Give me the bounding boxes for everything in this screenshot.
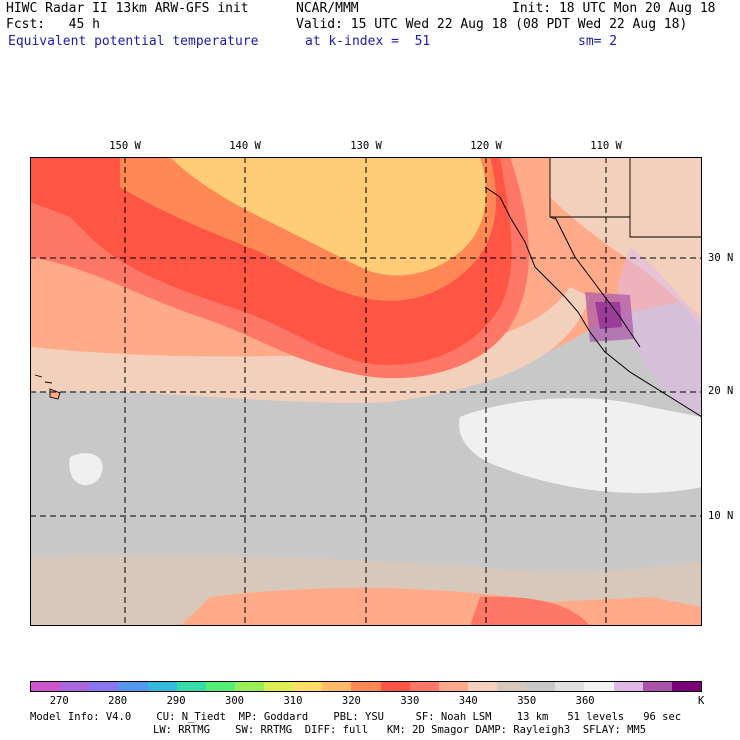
- field-red-south: [470, 596, 590, 626]
- colorbar-tick-label: 360: [575, 695, 595, 707]
- theta-e-map: [30, 157, 702, 626]
- colorbar-tick-label: 310: [283, 695, 303, 707]
- graticule: [30, 157, 702, 626]
- field-magenta-ring: [585, 292, 634, 342]
- lon-label-120w: 120 W: [470, 140, 502, 152]
- colorbar-tick-label: 320: [341, 695, 361, 707]
- field-white-patch-west: [69, 453, 103, 486]
- colorbar-tick-label: 330: [400, 695, 420, 707]
- colorbar-swatch: [205, 682, 235, 691]
- map-frame: [30, 157, 702, 626]
- lon-label-140w: 140 W: [229, 140, 261, 152]
- lon-label-150w: 150 W: [109, 140, 141, 152]
- colorbar-swatch: [118, 682, 148, 691]
- colorbar-swatch: [60, 682, 90, 691]
- colorbar-swatch: [467, 682, 497, 691]
- forecast-hour: Fcst: 45 h: [6, 17, 100, 32]
- state-borders: [549, 157, 702, 238]
- colorbar-tick-label: 280: [108, 695, 128, 707]
- colorbar-swatch: [409, 682, 439, 691]
- colorbar-swatch: [264, 682, 294, 691]
- lat-label-10n: 10 N: [708, 510, 734, 522]
- lon-label-130w: 130 W: [350, 140, 382, 152]
- colorbar-swatch: [671, 682, 701, 691]
- field-name: Equivalent potential temperature: [8, 34, 259, 49]
- physics-info-line: LW: RRTMG SW: RRTMG DIFF: full KM: 2D Sm…: [153, 724, 647, 736]
- colorbar-swatch: [89, 682, 119, 691]
- init-time: Init: 18 UTC Mon 20 Aug 18: [512, 1, 716, 16]
- hawaii-islands: [34, 374, 61, 400]
- colorbar-tick-label: 290: [166, 695, 186, 707]
- colorbar-swatch: [438, 682, 468, 691]
- field-tan-band: [30, 287, 590, 403]
- colorbar: [30, 681, 702, 692]
- lat-label-30n: 30 N: [708, 252, 734, 264]
- field-yellow-north: [170, 157, 486, 276]
- colorbar-swatch: [584, 682, 614, 691]
- field-white-patch: [459, 398, 702, 494]
- colorbar-swatch: [176, 682, 206, 691]
- level-index: at k-index = 51: [305, 34, 431, 49]
- organization: NCAR/MMM: [296, 1, 359, 16]
- colorbar-swatch: [322, 682, 352, 691]
- model-title: HIWC Radar II 13km ARW-GFS init: [6, 1, 249, 16]
- colorbar-swatch: [613, 682, 643, 691]
- colorbar-tick-label: 270: [49, 695, 69, 707]
- colorbar-units: K: [698, 695, 705, 707]
- colorbar-tick-label: 350: [517, 695, 537, 707]
- lon-label-110w: 110 W: [590, 140, 622, 152]
- colorbar-swatch: [642, 682, 672, 691]
- colorbar-swatch: [147, 682, 177, 691]
- colorbar-swatch: [380, 682, 410, 691]
- valid-time: Valid: 15 UTC Wed 22 Aug 18 (08 PDT Wed …: [296, 17, 688, 32]
- colorbar-tick-label: 340: [458, 695, 478, 707]
- coastline: [484, 186, 702, 418]
- colorbar-tick-label: 300: [225, 695, 244, 707]
- colorbar-swatch: [497, 682, 527, 691]
- colorbar-swatch: [293, 682, 323, 691]
- colorbar-swatch: [234, 682, 264, 691]
- colorbar-swatch: [31, 682, 61, 691]
- smoothing: sm= 2: [578, 34, 618, 49]
- field-land-mexico: [616, 247, 702, 417]
- colorbar-swatch: [351, 682, 381, 691]
- colorbar-swatch: [526, 682, 556, 691]
- lat-label-20n: 20 N: [708, 385, 734, 397]
- model-info-line: Model Info: V4.0 CU: N_Tiedt MP: Goddard…: [30, 711, 682, 723]
- colorbar-swatch: [555, 682, 585, 691]
